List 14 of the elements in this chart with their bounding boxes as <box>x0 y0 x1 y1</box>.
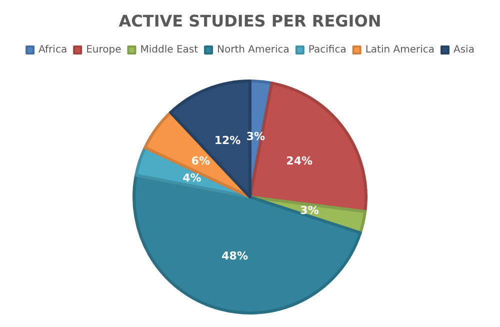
data-label: 24% <box>286 154 313 168</box>
legend-label: Latin America <box>365 44 434 56</box>
data-label: 6% <box>191 154 210 168</box>
legend-label: Africa <box>38 44 68 56</box>
data-label: 48% <box>222 250 248 263</box>
legend-label: Asia <box>453 44 474 56</box>
data-label: 4% <box>182 172 202 185</box>
data-label: 12% <box>214 134 241 147</box>
legend-label: Middle East <box>140 44 198 56</box>
chart-title: ACTIVE STUDIES PER REGION <box>118 12 382 30</box>
legend-label: Pacifica <box>308 44 346 56</box>
legend-label: North America <box>217 44 290 56</box>
legend-label: Europe <box>86 44 122 56</box>
data-label: 3% <box>300 204 319 217</box>
